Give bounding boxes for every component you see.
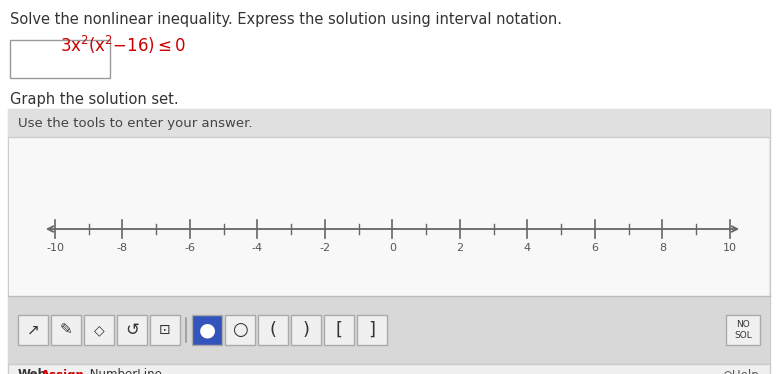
Text: ↗: ↗ bbox=[26, 322, 40, 337]
Text: (: ( bbox=[269, 321, 276, 339]
Text: ✎: ✎ bbox=[60, 322, 72, 337]
Text: NO
SOL: NO SOL bbox=[734, 320, 752, 340]
Text: Solve the nonlinear inequality. Express the solution using interval notation.: Solve the nonlinear inequality. Express … bbox=[10, 12, 562, 27]
Text: Use the tools to enter your answer.: Use the tools to enter your answer. bbox=[18, 116, 253, 129]
Text: 10: 10 bbox=[723, 243, 737, 253]
Bar bbox=[291, 315, 321, 345]
Bar bbox=[8, 296, 770, 364]
Text: Assign: Assign bbox=[41, 368, 85, 374]
Text: Web: Web bbox=[18, 368, 47, 374]
Bar bbox=[18, 315, 48, 345]
Bar bbox=[10, 40, 110, 78]
Bar bbox=[84, 315, 114, 345]
Text: ◇: ◇ bbox=[93, 323, 104, 337]
Bar bbox=[8, 109, 770, 364]
Text: Graph the solution set.: Graph the solution set. bbox=[10, 92, 179, 107]
Text: [: [ bbox=[335, 321, 342, 339]
Bar bbox=[117, 315, 147, 345]
Bar bbox=[150, 315, 180, 345]
Text: 6: 6 bbox=[591, 243, 598, 253]
Bar bbox=[357, 315, 387, 345]
Text: -4: -4 bbox=[252, 243, 263, 253]
Bar bbox=[9, 137, 769, 296]
Text: ↺: ↺ bbox=[125, 321, 139, 339]
Bar bbox=[51, 315, 81, 345]
Text: ): ) bbox=[303, 321, 310, 339]
Text: NumberLine: NumberLine bbox=[86, 368, 162, 374]
Bar bbox=[726, 315, 760, 345]
Text: ⊙Help: ⊙Help bbox=[724, 368, 760, 374]
Text: -8: -8 bbox=[117, 243, 128, 253]
Bar bbox=[8, 364, 770, 374]
Text: 8: 8 bbox=[659, 243, 666, 253]
Text: ]: ] bbox=[369, 321, 376, 339]
Text: ●: ● bbox=[198, 321, 216, 340]
Text: 0: 0 bbox=[389, 243, 396, 253]
Text: -10: -10 bbox=[46, 243, 64, 253]
Text: -6: -6 bbox=[184, 243, 195, 253]
Text: ○: ○ bbox=[232, 321, 248, 339]
Bar bbox=[192, 315, 222, 345]
Bar bbox=[8, 109, 770, 137]
Text: ⊡: ⊡ bbox=[159, 323, 171, 337]
Bar bbox=[324, 315, 354, 345]
Text: 4: 4 bbox=[524, 243, 531, 253]
Bar bbox=[225, 315, 255, 345]
Bar bbox=[258, 315, 288, 345]
Text: $\mathregular{3x^2(x^2}$$ - 16) \leq 0$: $\mathregular{3x^2(x^2}$$ - 16) \leq 0$ bbox=[60, 34, 186, 56]
Text: -2: -2 bbox=[320, 243, 331, 253]
Text: 2: 2 bbox=[457, 243, 464, 253]
